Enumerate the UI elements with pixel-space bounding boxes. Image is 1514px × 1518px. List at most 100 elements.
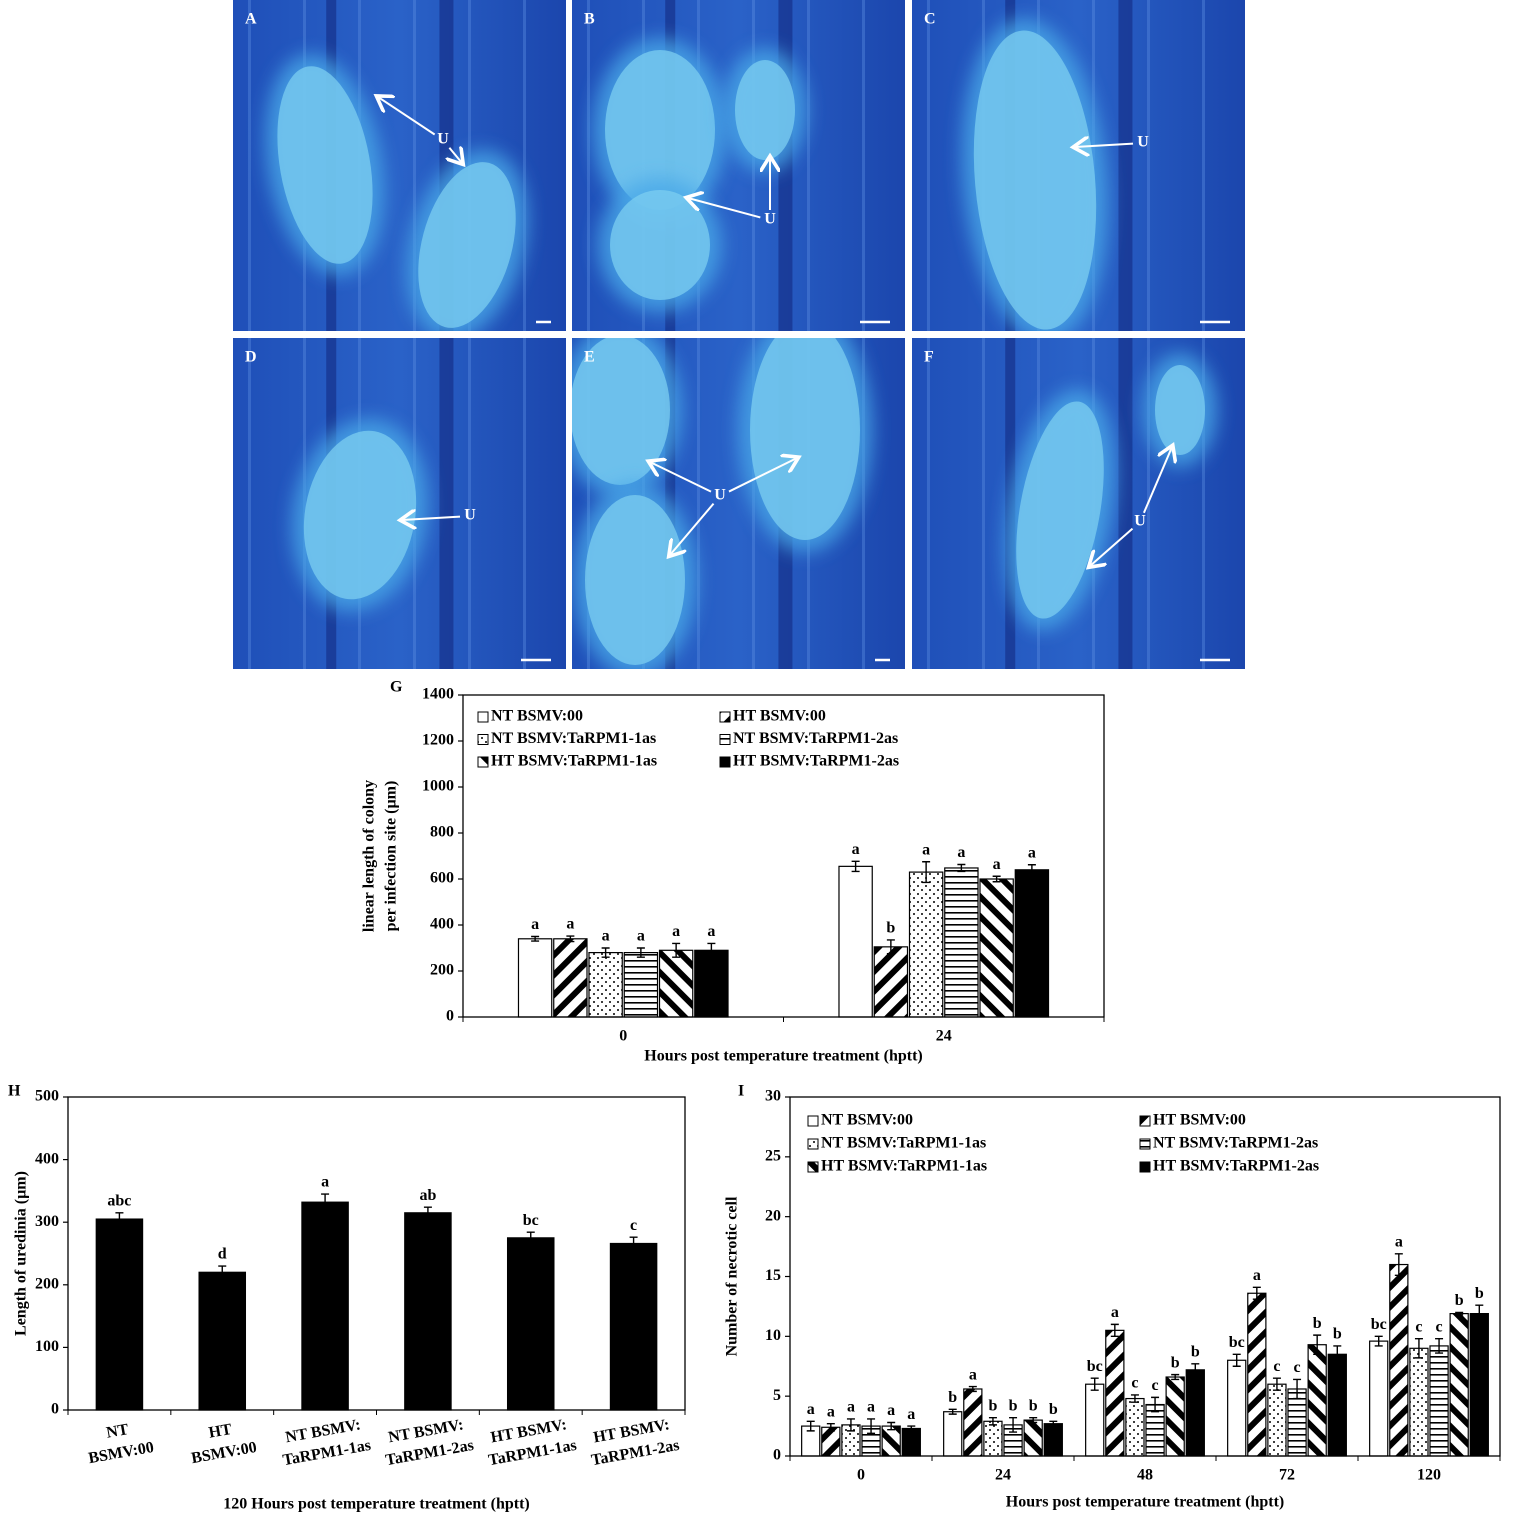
- arrow: [650, 462, 712, 493]
- error-bar: [826, 1422, 835, 1432]
- significance-letter: a: [867, 1399, 875, 1416]
- bar: [404, 1212, 452, 1411]
- error-bar: [992, 875, 1001, 883]
- significance-letter: a: [707, 923, 715, 940]
- uredinium: [572, 338, 670, 485]
- bar: [1023, 1419, 1043, 1457]
- y-tick-label: 0: [51, 1401, 59, 1418]
- plot-frame: [67, 1096, 686, 1411]
- arrow: [728, 458, 797, 493]
- x-axis-title: Hours post temperature treatment (hptt): [1006, 1494, 1284, 1511]
- cell-row: [982, 338, 985, 669]
- legend-label: NT BSMV:00: [821, 1112, 913, 1129]
- significance-letter: bc: [1229, 1334, 1245, 1351]
- bar: [694, 949, 729, 1018]
- bar: [517, 938, 553, 1018]
- arrow: [1090, 527, 1134, 566]
- y-axis-title: Length of uredinia (µm): [13, 1171, 30, 1336]
- bar: [588, 951, 623, 1018]
- error-bar: [1414, 1338, 1423, 1359]
- micrograph: FU: [912, 338, 1245, 669]
- error-bar: [636, 947, 645, 958]
- legend-swatch: [1139, 1138, 1151, 1150]
- legend-swatch: [807, 1161, 819, 1173]
- leaf-vein: [439, 338, 454, 669]
- cell-row: [862, 0, 865, 331]
- bar: [838, 865, 873, 1018]
- uredinium: [1155, 365, 1205, 455]
- uredinium: [735, 60, 795, 160]
- significance-letter: a: [1111, 1304, 1119, 1321]
- error-bar: [423, 1206, 432, 1220]
- y-tick-label: 400: [35, 1150, 59, 1167]
- significance-letter: a: [531, 916, 539, 933]
- legend-swatch: [807, 1138, 819, 1150]
- leaf-vein: [1118, 338, 1133, 669]
- cell-row: [413, 0, 416, 331]
- significance-letter: b: [1333, 1326, 1342, 1343]
- image-content: [572, 0, 905, 331]
- y-tick-label: 1400: [422, 686, 454, 703]
- x-axis-title: 120 Hours post temperature treatment (hp…: [223, 1496, 529, 1513]
- error-bar: [1191, 1363, 1200, 1377]
- panel-label: D: [245, 349, 257, 366]
- error-bar: [846, 1418, 855, 1432]
- bar: [623, 951, 659, 1018]
- panel-label: A: [245, 11, 257, 28]
- bar: [979, 878, 1014, 1018]
- legend-swatch: [719, 756, 731, 768]
- bar: [553, 938, 588, 1018]
- arrow: [402, 517, 461, 520]
- y-tick-label: 0: [773, 1447, 781, 1464]
- significance-letter: a: [807, 1401, 815, 1418]
- error-bar: [851, 860, 860, 873]
- error-bar: [601, 947, 610, 958]
- image-content: [912, 0, 1245, 331]
- arrow: [378, 97, 436, 136]
- significance-letter: a: [852, 841, 860, 858]
- y-tick-label: 20: [765, 1207, 781, 1224]
- panel-label: C: [924, 11, 936, 28]
- bar: [821, 1426, 841, 1457]
- leaf-vein: [1118, 0, 1133, 331]
- legend-label: HT BSMV:TaRPM1-1as: [491, 753, 657, 770]
- error-bar: [566, 935, 575, 943]
- bar: [1043, 1423, 1063, 1457]
- micrograph: DU: [233, 338, 566, 669]
- panel-label: G: [390, 679, 403, 696]
- significance-letter: ab: [419, 1187, 436, 1204]
- y-tick-label: 200: [430, 962, 454, 979]
- panel-label: I: [738, 1083, 744, 1100]
- significance-letter: c: [1294, 1359, 1301, 1376]
- bar: [1165, 1376, 1185, 1457]
- uredinium-label: U: [764, 211, 776, 228]
- error-bar: [1252, 1286, 1261, 1300]
- legend-label: HT BSMV:TaRPM1-2as: [1153, 1158, 1319, 1175]
- x-tick-label: 24: [936, 1028, 952, 1045]
- bar: [944, 867, 979, 1018]
- cell-row: [587, 338, 590, 669]
- cell-row: [1202, 0, 1205, 331]
- bar: [1369, 1340, 1389, 1457]
- significance-letter: c: [1273, 1358, 1280, 1375]
- x-tick-label: 48: [1137, 1467, 1153, 1484]
- x-tick-label: 120: [1417, 1467, 1441, 1484]
- significance-letter: bc: [1371, 1316, 1387, 1333]
- y-tick-label: 1200: [422, 732, 454, 749]
- error-bar: [629, 1236, 638, 1251]
- legend-swatch: [477, 756, 489, 768]
- bar: [1469, 1312, 1489, 1457]
- bar: [1014, 869, 1050, 1018]
- x-tick-label: BSMV:00: [87, 1439, 155, 1467]
- x-tick-label: BSMV:00: [190, 1439, 258, 1467]
- panel-label: B: [584, 11, 595, 28]
- legend-label: HT BSMV:00: [733, 708, 826, 725]
- image-content: [912, 338, 1245, 669]
- legend-swatch: [1139, 1161, 1151, 1173]
- cell-row: [523, 338, 526, 669]
- error-bar: [1455, 1311, 1464, 1316]
- bar: [658, 949, 694, 1018]
- significance-letter: c: [1415, 1318, 1422, 1335]
- significance-letter: a: [922, 841, 930, 858]
- significance-letter: a: [887, 1402, 895, 1419]
